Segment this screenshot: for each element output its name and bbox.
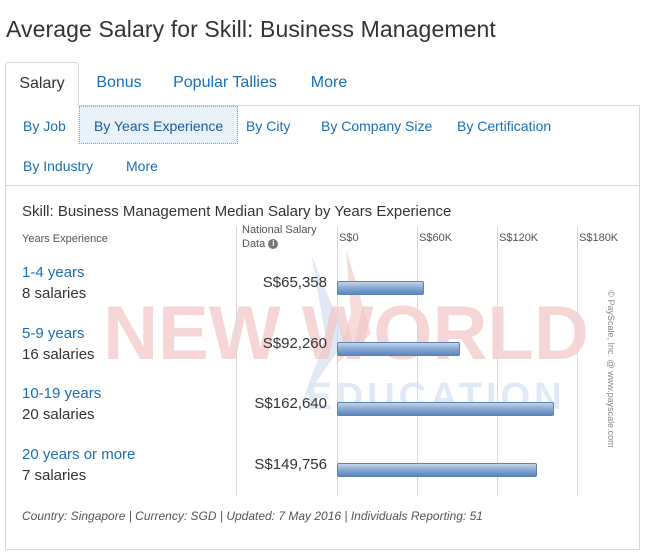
grid-line — [417, 226, 418, 496]
x-tick-label: S$120K — [499, 232, 539, 244]
experience-category-link[interactable]: 10-19 years — [22, 385, 102, 402]
salary-panel: By Job By Years Experience By City By Co… — [5, 105, 640, 550]
subnav-by-company-size[interactable]: By Company Size — [321, 118, 433, 134]
median-salary-value: S$149,756 — [254, 456, 327, 473]
tab-bonus[interactable]: Bonus — [96, 74, 142, 91]
tab-bar: Salary Bonus Popular Tallies More — [5, 62, 640, 106]
experience-category-link[interactable]: 1-4 years — [22, 264, 85, 281]
grid-line — [497, 226, 498, 496]
salary-count: 7 salaries — [22, 467, 87, 484]
national-salary-header-line2: Data i — [242, 237, 317, 251]
salary-bar — [337, 463, 537, 477]
subnav-more[interactable]: More — [126, 158, 158, 174]
chart-title: Skill: Business Management Median Salary… — [22, 203, 452, 220]
experience-category-link[interactable]: 20 years or more — [22, 446, 136, 463]
salary-bar — [337, 281, 425, 295]
watermark-line1: NEW WORLD — [103, 291, 588, 376]
page-title: Average Salary for Skill: Business Manag… — [6, 16, 496, 42]
tab-salary[interactable]: Salary — [5, 62, 79, 106]
median-salary-value: S$162,640 — [254, 395, 327, 412]
payscale-credit-text: © PayScale, Inc. @ www.payscale.com — [606, 290, 616, 448]
salary-count: 20 salaries — [22, 406, 95, 423]
subnav-by-job[interactable]: By Job — [23, 118, 66, 134]
subnav-by-years-experience[interactable]: By Years Experience — [79, 106, 239, 144]
info-icon[interactable]: i — [268, 239, 279, 250]
value-column-divider — [236, 226, 237, 496]
median-salary-value: S$65,358 — [262, 274, 327, 291]
subnav-divider — [6, 185, 639, 186]
subnav-by-certification[interactable]: By Certification — [457, 118, 552, 134]
median-salary-value: S$92,260 — [262, 335, 327, 352]
payscale-credit: © PayScale, Inc. @ www.payscale.com — [604, 224, 618, 514]
x-tick-label: S$180K — [579, 232, 619, 244]
subnav-by-city[interactable]: By City — [246, 118, 291, 134]
subnav-by-industry[interactable]: By Industry — [23, 158, 94, 174]
salary-count: 16 salaries — [22, 346, 95, 363]
footer-note: Country: Singapore | Currency: SGD | Upd… — [22, 509, 483, 523]
national-salary-header: National Salary Data i — [242, 223, 317, 251]
years-experience-header: Years Experience — [22, 233, 108, 245]
grid-line — [577, 226, 578, 496]
national-salary-header-line1: National Salary — [242, 224, 317, 236]
experience-category-link[interactable]: 5-9 years — [22, 325, 85, 342]
salary-bar — [337, 342, 460, 356]
tab-popular-tallies[interactable]: Popular Tallies — [173, 74, 277, 91]
tab-more[interactable]: More — [310, 74, 348, 91]
x-tick-label: S$60K — [419, 232, 453, 244]
salary-count: 8 salaries — [22, 285, 87, 302]
national-salary-header-data: Data — [242, 238, 266, 250]
grid-line — [337, 226, 338, 496]
salary-bar — [337, 402, 554, 416]
x-tick-label: S$0 — [339, 232, 359, 244]
